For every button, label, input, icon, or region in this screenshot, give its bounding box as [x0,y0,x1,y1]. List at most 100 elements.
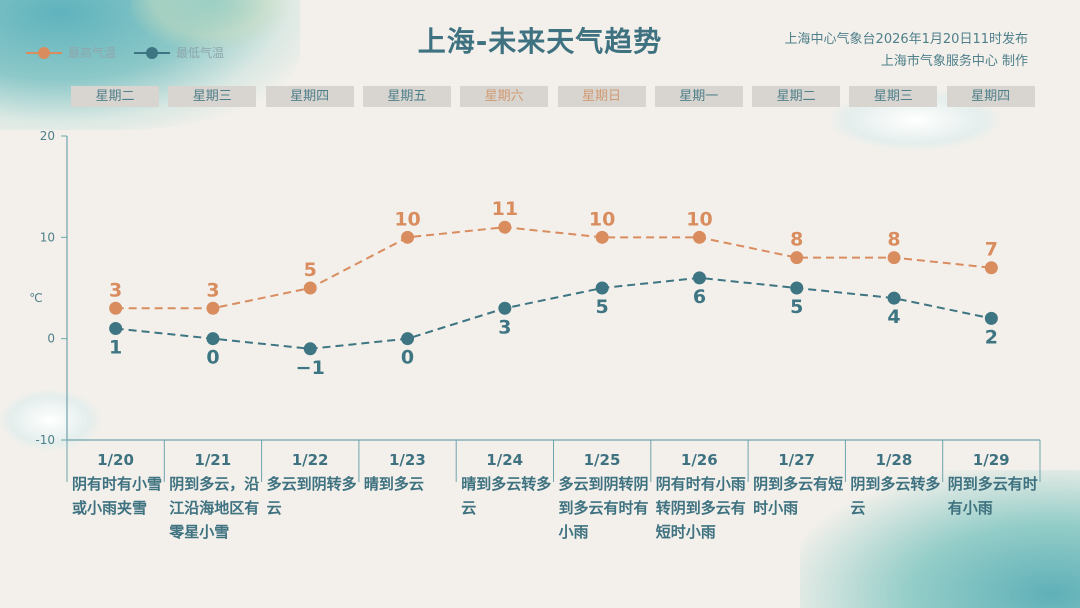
issuer-info: 上海中心气象台2026年1月20日11时发布 上海市气象服务中心 制作 [785,29,1028,73]
data-point [498,301,512,315]
data-point [401,230,415,244]
weekday-label: 星期二 [752,86,841,107]
legend-marker-low [134,46,171,59]
date-label: 1/27 [778,451,815,469]
data-label: −1 [296,357,325,379]
watercolor-decoration [130,0,290,50]
data-point [206,301,220,315]
forecast-cell: 1/27 阴到多云有短时小雨 [748,448,845,520]
data-point [692,271,706,285]
producer: 上海市气象服务中心 制作 [880,54,1028,69]
data-point [984,261,998,275]
data-point [790,281,804,295]
forecast-cell: 1/26 阴有时有小雨转阴到多云有短时小雨 [651,448,748,544]
weather-description: 阴有时有小雨转阴到多云有短时小雨 [655,475,746,541]
legend: 最高气温 最低气温 [26,44,234,61]
data-label: 10 [589,208,615,230]
data-label: 0 [401,347,414,369]
weekday-label: 星期二 [71,86,159,107]
weekday-label: 星期三 [849,86,938,107]
forecast-cell: 1/24 晴到多云转多云 [456,448,553,520]
weather-description: 多云到阴转阴到多云有时有小雨 [558,475,649,541]
series-line-high [115,226,992,310]
weekday-label: 星期三 [168,86,257,107]
weekday-label: 星期一 [654,86,743,107]
weekday-label: 星期六 [460,86,549,107]
y-axis-label: ℃ [29,291,42,305]
data-label: 8 [887,229,900,251]
weather-description: 阴有时有小雪或小雨夹雪 [72,475,163,517]
data-point [984,311,998,325]
date-label: 1/24 [486,451,524,469]
data-label: 3 [498,316,511,338]
forecast-cell: 1/29 阴到多云有时有小雨 [943,448,1040,520]
data-point [498,220,512,234]
date-label: 1/22 [291,451,329,469]
data-label: 11 [492,198,518,220]
date-label: 1/29 [972,451,1010,469]
data-point [206,332,220,346]
weekday-label: 星期四 [946,86,1035,107]
data-point [595,281,609,295]
data-label: 7 [985,239,998,261]
weekday-label: 星期五 [362,86,451,107]
weather-description: 晴到多云 [363,475,424,493]
data-point [303,342,317,356]
weather-description: 阴到多云转多云 [850,475,941,517]
data-point [595,230,609,244]
data-point [790,251,804,265]
weekday-label: 星期四 [265,86,354,107]
data-point [401,332,415,346]
legend-label: 最高气温 [68,46,117,60]
forecast-cell: 1/21 阴到多云，沿江沿海地区有零星小雪 [164,448,261,544]
data-label: 10 [394,208,420,230]
data-label: 2 [985,326,998,348]
data-point [303,281,317,295]
data-label: 8 [790,229,803,251]
date-label: 1/23 [388,451,426,469]
data-point [109,322,123,336]
weekday-label: 星期日 [557,86,646,107]
legend-label: 最低气温 [176,46,225,60]
data-point [109,301,123,315]
data-label: 6 [693,286,706,308]
data-label: 5 [596,296,609,318]
y-tick-label: 10 [40,230,55,244]
forecast-cell: 1/22 多云到阴转多云 [262,448,359,520]
data-point [887,251,901,265]
data-label: 3 [109,279,122,301]
weather-description: 阴到多云，沿江沿海地区有零星小雪 [169,475,260,541]
series-line-low [115,276,992,350]
issue-time: 上海中心气象台2026年1月20日11时发布 [784,32,1028,47]
y-tick-label: 20 [40,129,55,143]
data-point [887,291,901,305]
y-tick-label: 0 [47,332,55,346]
weather-description: 阴到多云有时有小雨 [947,475,1038,517]
data-label: 1 [109,337,122,359]
weather-description: 晴到多云转多云 [461,475,552,517]
data-label: 5 [304,259,317,281]
forecast-cell: 1/25 多云到阴转阴到多云有时有小雨 [554,448,651,544]
data-label: 10 [686,208,712,230]
weather-description: 阴到多云有短时小雨 [753,475,844,517]
date-label: 1/20 [97,451,134,469]
legend-marker-high [26,46,62,59]
y-tick-label: -10 [35,433,55,447]
data-label: 5 [790,296,803,318]
legend-item-high: 最高气温 [26,44,116,61]
date-label: 1/25 [583,451,621,469]
data-label: 4 [887,306,900,328]
forecast-cell: 1/20 阴有时有小雪或小雨夹雪 [67,448,164,520]
forecast-cell: 1/23 晴到多云 [359,448,456,496]
forecast-cell: 1/28 阴到多云转多云 [845,448,942,520]
page-title: 上海-未来天气趋势 [417,25,663,58]
date-label: 1/28 [875,451,913,469]
data-point [692,230,706,244]
date-label: 1/21 [194,451,232,469]
legend-item-low: 最低气温 [134,44,224,61]
weather-description: 多云到阴转多云 [266,475,357,517]
date-label: 1/26 [680,451,718,469]
data-label: 0 [206,347,219,369]
data-label: 3 [206,279,219,301]
